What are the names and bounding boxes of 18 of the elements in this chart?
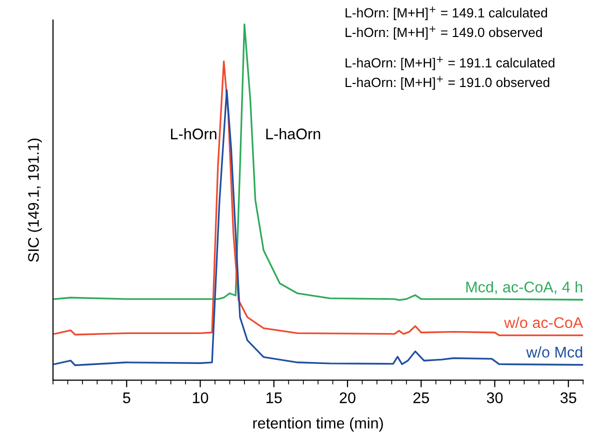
text: L-hOrn: [M+H]$^{+}$ = 149.1 calculated xyxy=(346,6,548,20)
annotation: L-haOrn: [M+H]$^{+}$ = 191.1 calculated xyxy=(346,56,554,70)
x-axis-title: retention time (min) xyxy=(253,417,383,432)
annotation: L-haOrn: [M+H]$^{+}$ = 191.0 observed xyxy=(346,76,550,90)
x-tick-label: 15 xyxy=(266,392,282,404)
series-label: Mcd, ac-CoA, 4 h xyxy=(466,281,582,294)
series-label: w/o ac-CoA xyxy=(504,316,584,328)
annotation: L-hOrn xyxy=(171,128,216,140)
y-axis-title: SIC (149.1, 191.1) xyxy=(28,138,42,262)
x-tick-label: 30 xyxy=(486,392,503,404)
annotation: L-hOrn: [M+H]$^{+}$ = 149.0 observed xyxy=(346,26,542,40)
x-tick-label: 5 xyxy=(123,392,130,404)
x-tick-label: 35 xyxy=(560,392,576,404)
annotation: L-haOrn xyxy=(266,128,320,140)
x-tick-label: 10 xyxy=(192,392,208,404)
series-label: w/o Mcd xyxy=(526,346,582,358)
x-tick-label: 25 xyxy=(413,392,429,404)
x-tick-label: 20 xyxy=(340,392,356,404)
